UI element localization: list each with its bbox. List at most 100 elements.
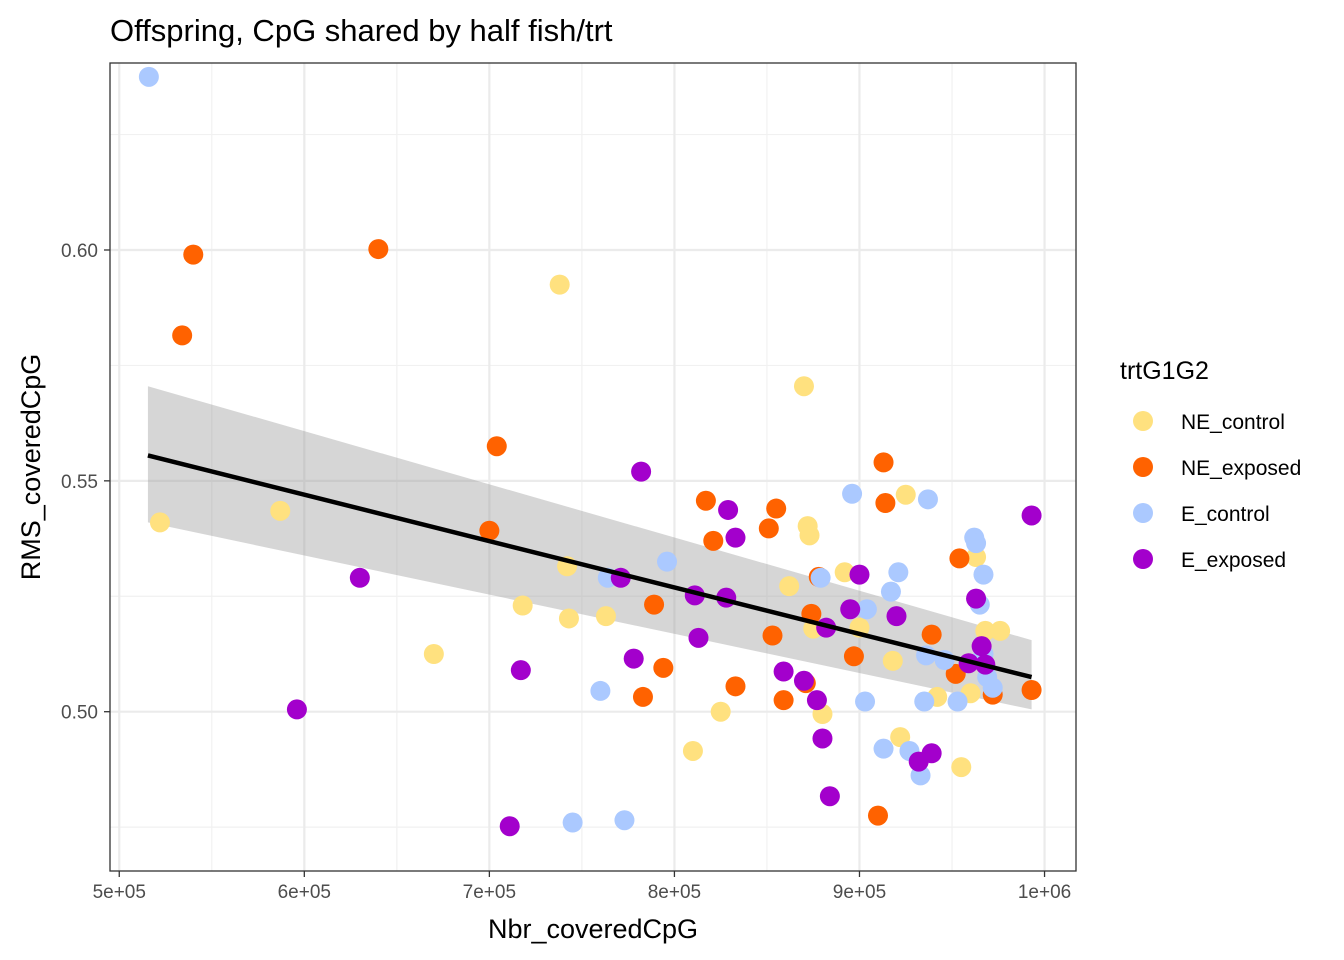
data-point-ne-exposed xyxy=(183,244,204,265)
data-point-ne-control xyxy=(834,562,855,583)
fit-line-layer xyxy=(147,453,1033,680)
legend-key-e-exposed xyxy=(1133,549,1153,569)
x-axis-title: Nbr_coveredCpG xyxy=(488,914,698,944)
data-point-ne-exposed xyxy=(762,625,783,646)
data-point-ne-control xyxy=(966,547,987,568)
data-point-e-exposed xyxy=(688,627,709,648)
data-point-ne-exposed xyxy=(758,518,779,539)
x-tick-label: 7e+05 xyxy=(463,882,516,903)
x-tick-label: 5e+05 xyxy=(93,882,146,903)
data-point-e-exposed xyxy=(631,461,652,482)
data-point-e-control xyxy=(973,564,994,585)
data-point-ne-control xyxy=(512,595,533,616)
plot-panel-background xyxy=(110,63,1076,871)
data-point-ne-control xyxy=(779,576,800,597)
legend-key-ne-exposed xyxy=(1133,457,1153,477)
legend-title: trtG1G2 xyxy=(1120,357,1209,385)
data-point-e-exposed xyxy=(971,636,992,657)
data-point-e-exposed xyxy=(849,564,870,585)
data-point-ne-control xyxy=(793,376,814,397)
data-point-ne-control xyxy=(895,484,916,505)
major-gridlines xyxy=(110,63,1076,871)
data-point-e-exposed xyxy=(623,648,644,669)
data-point-e-exposed xyxy=(1021,505,1042,526)
y-tick-label: 0.50 xyxy=(61,703,98,724)
data-point-ne-exposed xyxy=(172,325,193,346)
data-point-e-exposed xyxy=(718,499,739,520)
legend-key-e-control xyxy=(1133,503,1153,523)
data-point-e-exposed xyxy=(812,728,833,749)
chart-title: Offspring, CpG shared by half fish/trt xyxy=(110,13,613,48)
data-point-ne-exposed xyxy=(644,594,665,615)
y-tick-label: 0.60 xyxy=(61,241,98,262)
data-point-ne-exposed xyxy=(773,690,794,711)
data-point-ne-exposed xyxy=(873,452,894,473)
legend-key-ne-control xyxy=(1133,411,1153,431)
data-point-ne-exposed xyxy=(703,530,724,551)
data-point-ne-exposed xyxy=(653,657,674,678)
data-point-e-exposed xyxy=(510,660,531,681)
y-tick-label: 0.55 xyxy=(61,472,98,493)
data-point-e-control xyxy=(966,533,987,554)
x-tick-label: 1e+06 xyxy=(1018,882,1071,903)
data-point-e-control xyxy=(842,483,863,504)
data-point-e-control xyxy=(914,691,935,712)
data-point-ne-control xyxy=(549,274,570,295)
x-tick-label: 6e+05 xyxy=(278,882,331,903)
x-tick-label: 8e+05 xyxy=(648,882,701,903)
data-point-e-control xyxy=(873,738,894,759)
data-point-ne-control xyxy=(975,620,996,641)
data-point-e-exposed xyxy=(921,743,942,764)
x-tick-label: 9e+05 xyxy=(833,882,886,903)
data-point-ne-control xyxy=(990,620,1011,641)
data-point-ne-exposed xyxy=(725,676,746,697)
data-point-ne-control xyxy=(799,525,820,546)
data-point-e-control xyxy=(138,66,159,87)
data-point-e-control xyxy=(982,677,1003,698)
data-point-e-exposed xyxy=(725,527,746,548)
data-point-e-exposed xyxy=(499,816,520,837)
x-axis: 5e+05 6e+05 7e+05 8e+05 9e+05 1e+06 xyxy=(93,871,1071,903)
data-point-ne-exposed xyxy=(695,490,716,511)
data-point-ne-control xyxy=(423,643,444,664)
data-point-e-control xyxy=(590,680,611,701)
data-point-e-exposed xyxy=(966,588,987,609)
data-point-e-exposed xyxy=(349,567,370,588)
data-point-e-exposed xyxy=(286,699,307,720)
data-point-e-exposed xyxy=(773,661,794,682)
data-point-ne-control xyxy=(558,608,579,629)
legend-label: E_exposed xyxy=(1181,549,1286,572)
data-point-ne-exposed xyxy=(1021,680,1042,701)
data-point-ne-exposed xyxy=(875,493,896,514)
legend-label: NE_exposed xyxy=(1181,457,1301,480)
points-layer xyxy=(138,66,1042,837)
data-point-e-control xyxy=(855,691,876,712)
data-point-ne-exposed xyxy=(766,498,787,519)
y-axis: 0.50 0.55 0.60 xyxy=(61,241,110,724)
data-point-e-exposed xyxy=(886,606,907,627)
data-point-e-control xyxy=(657,551,678,572)
plot-panel-border xyxy=(109,62,1077,872)
data-point-e-exposed xyxy=(806,690,827,711)
minor-gridlines xyxy=(110,63,1076,871)
data-point-ne-control xyxy=(149,512,170,533)
y-axis-title: RMS_coveredCpG xyxy=(16,354,46,581)
legend-label: E_control xyxy=(1181,503,1270,526)
data-point-e-control xyxy=(856,599,877,620)
data-point-e-exposed xyxy=(819,786,840,807)
data-point-ne-control xyxy=(951,757,972,778)
data-point-ne-control xyxy=(882,650,903,671)
data-point-e-control xyxy=(947,691,968,712)
data-point-ne-exposed xyxy=(867,805,888,826)
data-point-e-control xyxy=(888,562,909,583)
data-point-ne-control xyxy=(710,701,731,722)
legend-label: NE_control xyxy=(1181,411,1285,434)
data-point-ne-exposed xyxy=(921,624,942,645)
data-point-ne-exposed xyxy=(843,646,864,667)
data-point-e-exposed xyxy=(840,599,861,620)
data-point-ne-control xyxy=(595,606,616,627)
data-point-ne-exposed xyxy=(486,436,507,457)
data-point-ne-control xyxy=(270,500,291,521)
data-point-ne-exposed xyxy=(632,686,653,707)
